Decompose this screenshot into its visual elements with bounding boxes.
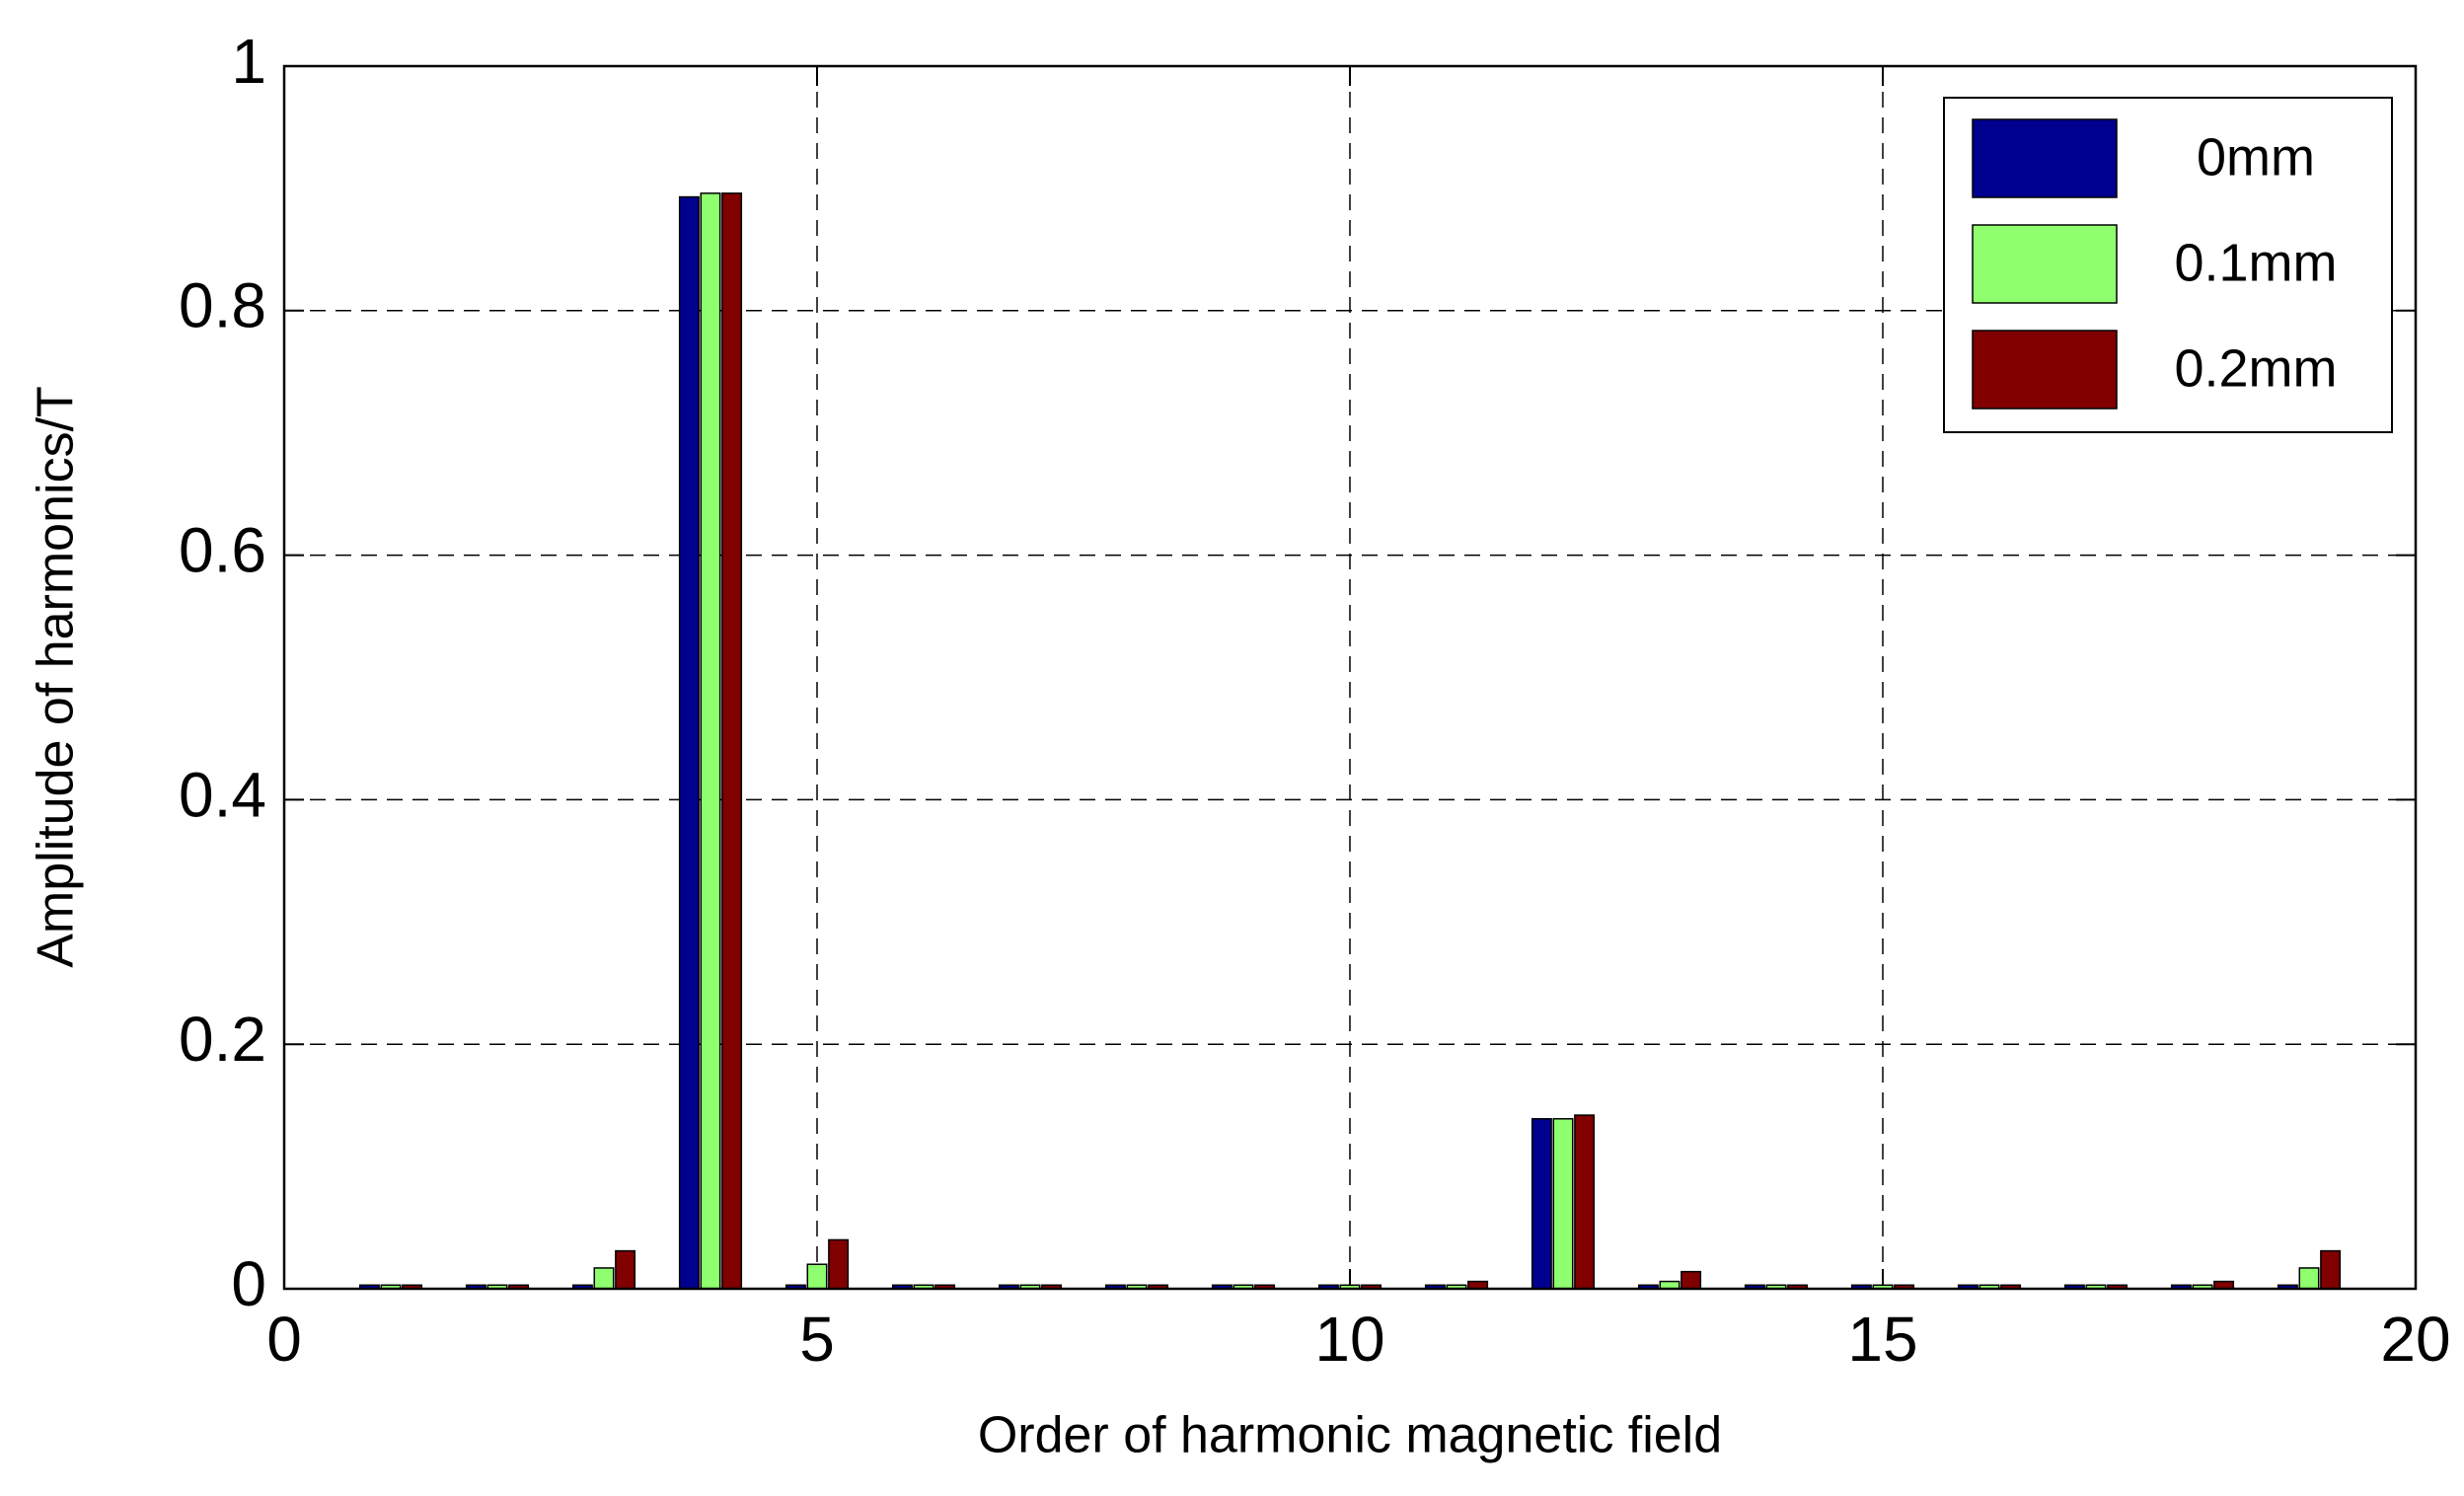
bar [1574,1114,1596,1290]
legend-swatch [1972,330,2118,410]
bar [700,192,721,1290]
legend-label: 0.1mm [2174,233,2337,292]
y-tick-label: 0 [231,1248,266,1319]
bar [1531,1118,1552,1290]
x-tick-label: 20 [2380,1304,2450,1375]
bar [593,1267,615,1290]
bar [1680,1270,1702,1290]
y-tick-label: 0.8 [179,270,266,341]
bar [806,1263,828,1290]
y-tick-label: 0.6 [179,515,266,586]
legend-swatch [1972,224,2118,304]
y-axis-label: Amplitude of harmonics/T [28,386,85,968]
bar [1552,1118,1574,1290]
bar [828,1238,850,1290]
bar [678,195,700,1290]
bar [2320,1249,2342,1290]
legend-swatch [1972,118,2118,198]
bar [615,1249,636,1290]
y-tick-label: 0.4 [179,759,266,830]
legend-label: 0.2mm [2174,338,2337,398]
plot-frame [282,64,2418,1291]
y-tick-label: 0.2 [179,1004,266,1075]
bar [2298,1267,2320,1290]
x-tick-label: 5 [799,1304,835,1375]
legend-label: 0mm [2197,127,2315,187]
x-tick-label: 10 [1314,1304,1384,1375]
bar [721,192,743,1290]
x-tick-label: 0 [266,1304,302,1375]
x-axis-label: Order of harmonic magnetic field [978,1407,1722,1464]
x-tick-label: 15 [1847,1304,1917,1375]
y-tick-label: 1 [231,26,266,97]
